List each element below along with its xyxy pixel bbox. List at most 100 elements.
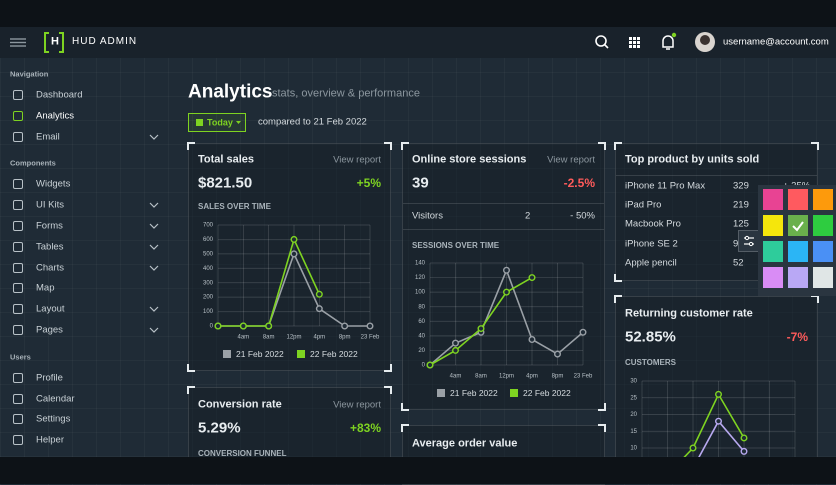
nav-item[interactable]: Profile — [36, 372, 63, 384]
data-point — [426, 361, 434, 369]
y-tick-label: 20 — [630, 412, 637, 418]
line-chart: 0 20 40 60 80 100 120 140 4am 8am 12pm 4pm 8pm 23 Feb — [415, 261, 593, 380]
color-swatch[interactable] — [788, 267, 808, 288]
user-name[interactable]: username@account.com — [723, 36, 829, 48]
y-tick-label: 10 — [630, 446, 637, 452]
data-point — [290, 235, 298, 243]
color-swatch[interactable] — [788, 241, 808, 262]
top-band — [0, 0, 836, 27]
line-chart: 0 100 200 300 400 500 600 700 4am 8am 12pm 4pm 8pm 23… — [203, 223, 380, 341]
theme-toggle[interactable] — [738, 230, 760, 252]
legend-swatch — [510, 389, 518, 397]
data-point — [740, 447, 748, 455]
change: +5% — [356, 176, 381, 190]
nav-item[interactable]: Tables — [36, 241, 64, 253]
card-returning — [614, 295, 819, 481]
submenu-caret[interactable] — [149, 202, 159, 209]
color-swatch[interactable] — [788, 189, 808, 210]
nav-item[interactable]: Dashboard — [36, 89, 83, 101]
submenu-caret[interactable] — [149, 306, 159, 313]
divider — [403, 229, 604, 230]
x-tick-label: 4pm — [313, 335, 325, 341]
x-tick-label: 8am — [475, 374, 487, 380]
chart-title: CUSTOMERS — [625, 358, 676, 367]
nav-icon — [13, 241, 23, 252]
sliders-icon — [744, 235, 754, 247]
color-swatch[interactable] — [813, 241, 833, 262]
nav-item[interactable]: Settings — [36, 413, 71, 425]
color-swatch[interactable] — [763, 241, 783, 262]
selected-check — [792, 221, 804, 232]
color-swatch[interactable] — [813, 215, 833, 236]
nav-item[interactable]: Forms — [36, 220, 63, 232]
data-point — [452, 339, 460, 347]
color-swatch[interactable] — [788, 215, 808, 236]
color-swatch[interactable] — [763, 215, 783, 236]
data-point — [503, 266, 511, 274]
filter-label: Today — [207, 117, 233, 128]
nav-item[interactable]: Calendar — [36, 392, 75, 404]
card-title: Top product by units sold — [625, 153, 760, 166]
data-point — [315, 290, 323, 298]
x-tick-label: 4am — [450, 374, 462, 380]
x-tick-label: 23 Feb — [574, 374, 593, 380]
change: -2.5% — [563, 176, 595, 190]
submenu-caret[interactable] — [149, 244, 159, 250]
bell-icon[interactable] — [662, 32, 677, 50]
color-swatch[interactable] — [813, 189, 833, 210]
x-tick-label: 8am — [263, 335, 275, 341]
y-tick-label: 100 — [203, 309, 214, 315]
submenu-caret[interactable] — [149, 134, 159, 140]
legend-label: 21 Feb 2022 — [450, 387, 498, 398]
section-title: CONVERSION FUNNEL — [198, 449, 287, 458]
nav-item[interactable]: Email — [36, 130, 60, 142]
nav-icon — [13, 262, 23, 273]
y-tick-label: 20 — [418, 348, 425, 354]
nav-icon — [13, 393, 23, 404]
color-swatch[interactable] — [763, 267, 783, 288]
apps-icon[interactable] — [629, 37, 640, 48]
view-report[interactable]: View report — [547, 154, 595, 166]
nav-icon — [13, 304, 23, 315]
nav-icon — [13, 90, 23, 100]
row-name: iPhone SE 2 — [625, 237, 678, 249]
view-report[interactable]: View report — [333, 154, 381, 166]
nav-icon — [13, 414, 23, 425]
color-swatch[interactable] — [813, 267, 833, 288]
y-tick-label: 500 — [203, 251, 214, 257]
search-icon[interactable] — [595, 35, 609, 49]
legend-label: 22 Feb 2022 — [310, 348, 358, 359]
nav-item[interactable]: Helper — [36, 434, 64, 446]
menu-icon[interactable] — [10, 38, 26, 47]
y-tick-label: 300 — [203, 280, 214, 286]
nav-item[interactable]: Pages — [36, 324, 63, 336]
submenu-caret[interactable] — [149, 223, 159, 229]
nav-item[interactable]: Widgets — [36, 178, 71, 190]
y-tick-label: 400 — [203, 266, 214, 272]
data-point — [715, 417, 723, 425]
nav-item[interactable]: Layout — [36, 303, 65, 315]
color-swatch[interactable] — [763, 189, 783, 210]
compared-text: compared to 21 Feb 2022 — [258, 116, 367, 128]
date-filter[interactable]: Today — [188, 113, 246, 132]
y-tick-label: 25 — [630, 395, 637, 401]
y-tick-label: 40 — [418, 333, 425, 339]
legend-swatch — [297, 350, 305, 358]
view-report[interactable]: View report — [333, 399, 381, 411]
row-name: Apple pencil — [625, 257, 677, 269]
x-tick-label: 12pm — [499, 374, 514, 380]
data-point — [341, 322, 349, 330]
x-tick-label: 12pm — [286, 335, 301, 341]
nav-item[interactable]: UI Kits — [36, 199, 64, 211]
y-tick-label: 0 — [422, 363, 426, 369]
nav-icon — [13, 221, 23, 231]
submenu-caret[interactable] — [149, 327, 159, 333]
chart-title: SALES OVER TIME — [198, 202, 271, 211]
nav-item[interactable]: Charts — [36, 261, 64, 273]
nav-item[interactable]: Analytics — [36, 110, 75, 122]
avatar-face — [700, 35, 710, 45]
submenu-caret[interactable] — [149, 265, 159, 271]
header-icons — [10, 32, 715, 53]
nav-item[interactable]: Map — [36, 282, 55, 294]
